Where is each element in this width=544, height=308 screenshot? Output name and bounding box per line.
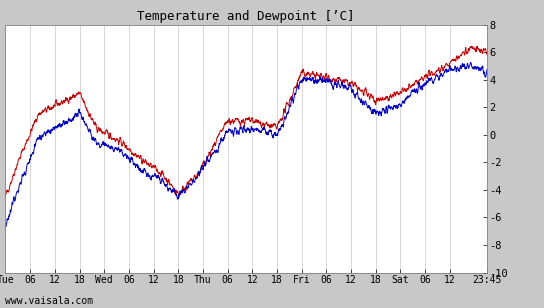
Text: www.vaisala.com: www.vaisala.com: [5, 297, 94, 306]
Title: Temperature and Dewpoint [’C]: Temperature and Dewpoint [’C]: [138, 10, 355, 23]
